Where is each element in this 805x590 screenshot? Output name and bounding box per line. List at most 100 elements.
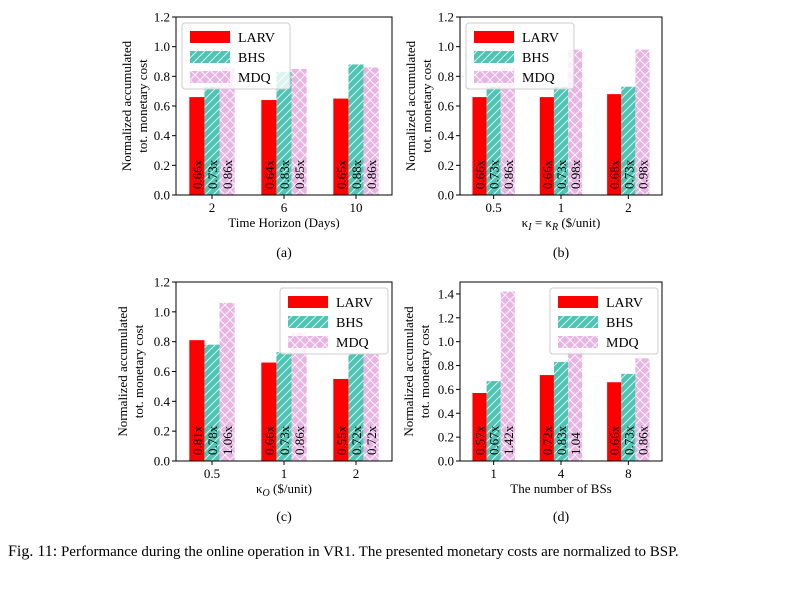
bar-bhs <box>486 381 501 461</box>
bar-larv <box>189 340 205 461</box>
x-tick-label: 2 <box>209 200 216 215</box>
x-tick-label: 4 <box>558 466 565 481</box>
y-axis-label: tot. monetary cost <box>417 324 432 418</box>
plot-frame <box>459 16 663 196</box>
bar-value-label: 0.67x <box>487 425 502 455</box>
x-tick-label: 10 <box>350 200 363 215</box>
x-tick-label: 0.5 <box>204 466 220 481</box>
y-axis-label: tot. monetary cost <box>135 59 150 153</box>
x-tick-label: 2 <box>625 200 632 215</box>
x-axis-label: Time Horizon (Days) <box>228 215 339 230</box>
legend-swatch-mdq <box>474 71 514 83</box>
bar-value-label: 0.68x <box>607 159 622 189</box>
legend-swatch-larv <box>474 31 514 43</box>
caption-text: Performance during the online operation … <box>60 544 679 560</box>
legend-label-mdq: MDQ <box>522 71 555 86</box>
chart-panel-d: 0.00.20.40.60.81.01.21.40.57x 0.72x 0.66x0… <box>401 281 663 525</box>
y-axis-label: Normalized accumulated <box>401 306 416 437</box>
bar-value-label: 0.83x <box>554 425 569 455</box>
y-tick-label: 0.0 <box>154 188 170 203</box>
y-tick-label: 1.0 <box>154 304 170 319</box>
x-axis-label-part: ($/unit) <box>270 481 312 496</box>
bar-value-label: 0.72x <box>364 425 379 455</box>
y-tick-label: 1.2 <box>438 310 454 325</box>
x-tick-label: 1 <box>558 200 565 215</box>
bar-bhs <box>553 361 569 461</box>
legend-swatch-bhs <box>190 51 230 63</box>
y-tick-label: 0.0 <box>438 454 454 469</box>
bar-value-label: 0.73x <box>621 425 636 455</box>
chart-panel-a: 0.0 0.2 0.4 0.6 0.8 1.0 1.2 0.66x 0.64x 0.65x 0.73… <box>119 10 393 261</box>
bar-value-label: 0.86x <box>635 425 650 455</box>
x-axis-label: The number of BSs <box>510 481 611 496</box>
legend-label-larv: LARV <box>522 31 559 46</box>
panel-label: (d) <box>553 510 570 525</box>
caption-label: Fig. 11: <box>8 543 58 560</box>
legend-label-larv: LARV <box>238 31 275 46</box>
bar-larv <box>189 97 205 195</box>
bar-bhs <box>348 64 364 195</box>
bar-value-label: 0.73x <box>205 159 220 189</box>
bar-mdq <box>363 353 379 461</box>
y-tick-label: 0.2 <box>438 158 454 173</box>
bar-larv <box>607 94 622 195</box>
bar-bhs <box>276 71 292 195</box>
bar-value-label: 1.04 <box>568 432 583 455</box>
bar-mdq <box>291 68 307 195</box>
bar-value-label: 0.86x <box>220 159 235 189</box>
panel-label: (a) <box>276 246 292 261</box>
bar-value-label: 0.64x <box>262 159 277 189</box>
plot-frame <box>175 16 393 196</box>
y-tick-label: 0.4 <box>438 128 455 143</box>
y-tick-label: 1.2 <box>438 10 454 25</box>
y-axis-label: tot. monetary cost <box>131 324 146 418</box>
bar-value-label: 0.88x <box>349 159 364 189</box>
chart-panel-c: 0.0 0.2 0.4 0.6 0.8 1.0 1.2 0.81x 0.66x 0.55x 0.78… <box>115 275 393 525</box>
y-tick-label: 1.0 <box>154 39 170 54</box>
bar-mdq <box>219 67 235 195</box>
legend-swatch-mdq <box>558 336 598 348</box>
legend-label-bhs: BHS <box>522 51 549 66</box>
chart-panel-b: 0.00.20.40.60.81.01.20.66x 0.66x 0.68x0.73… <box>403 10 663 261</box>
plot-frame <box>459 281 663 462</box>
legend-label-mdq: MDQ <box>606 336 639 351</box>
bar-larv <box>333 98 349 195</box>
bar-larv <box>472 392 487 461</box>
bar-mdq <box>219 302 235 461</box>
bar-value-label: 0.73x <box>277 425 292 455</box>
bar-larv <box>261 362 277 461</box>
y-tick-label: 1.0 <box>438 334 454 349</box>
panel-label: (b) <box>553 246 570 261</box>
legend-label-bhs: BHS <box>606 316 633 331</box>
legend-swatch-mdq <box>288 336 328 348</box>
y-tick-label: 1.0 <box>438 39 454 54</box>
y-tick-label: 0.6 <box>154 364 171 379</box>
bar-value-label: 0.72x <box>540 425 555 455</box>
bar-value-label: 0.66x <box>607 425 622 455</box>
y-tick-label: 0.4 <box>154 128 171 143</box>
legend-label-larv: LARV <box>606 296 643 311</box>
y-tick-label: 0.8 <box>154 334 170 349</box>
bar-value-label: 0.86x <box>501 159 516 189</box>
bar-bhs <box>621 86 636 195</box>
y-axis-label: Normalized accumulated <box>403 40 418 171</box>
bar-larv <box>539 97 554 195</box>
bar-value-label: 0.98x <box>568 159 583 189</box>
bar-bhs <box>553 86 569 195</box>
legend-label-mdq: MDQ <box>238 71 271 86</box>
bar-value-label: 0.86x <box>292 425 307 455</box>
bar-larv <box>607 382 622 461</box>
x-tick-label: 1 <box>281 466 288 481</box>
bar-value-label: 0.98x <box>635 159 650 189</box>
bar-larv <box>261 100 277 195</box>
bar-bhs <box>204 86 220 195</box>
panel-label: (c) <box>276 510 292 525</box>
y-axis-label: tot. monetary cost <box>419 59 434 153</box>
y-tick-label: 0.0 <box>438 188 454 203</box>
x-axis-label-part: R <box>551 222 558 233</box>
legend-label-bhs: BHS <box>336 316 363 331</box>
x-tick-label: 2 <box>353 466 360 481</box>
bar-mdq <box>363 67 379 195</box>
x-tick-label: 8 <box>625 466 632 481</box>
bar-value-label: 0.72x <box>349 425 364 455</box>
